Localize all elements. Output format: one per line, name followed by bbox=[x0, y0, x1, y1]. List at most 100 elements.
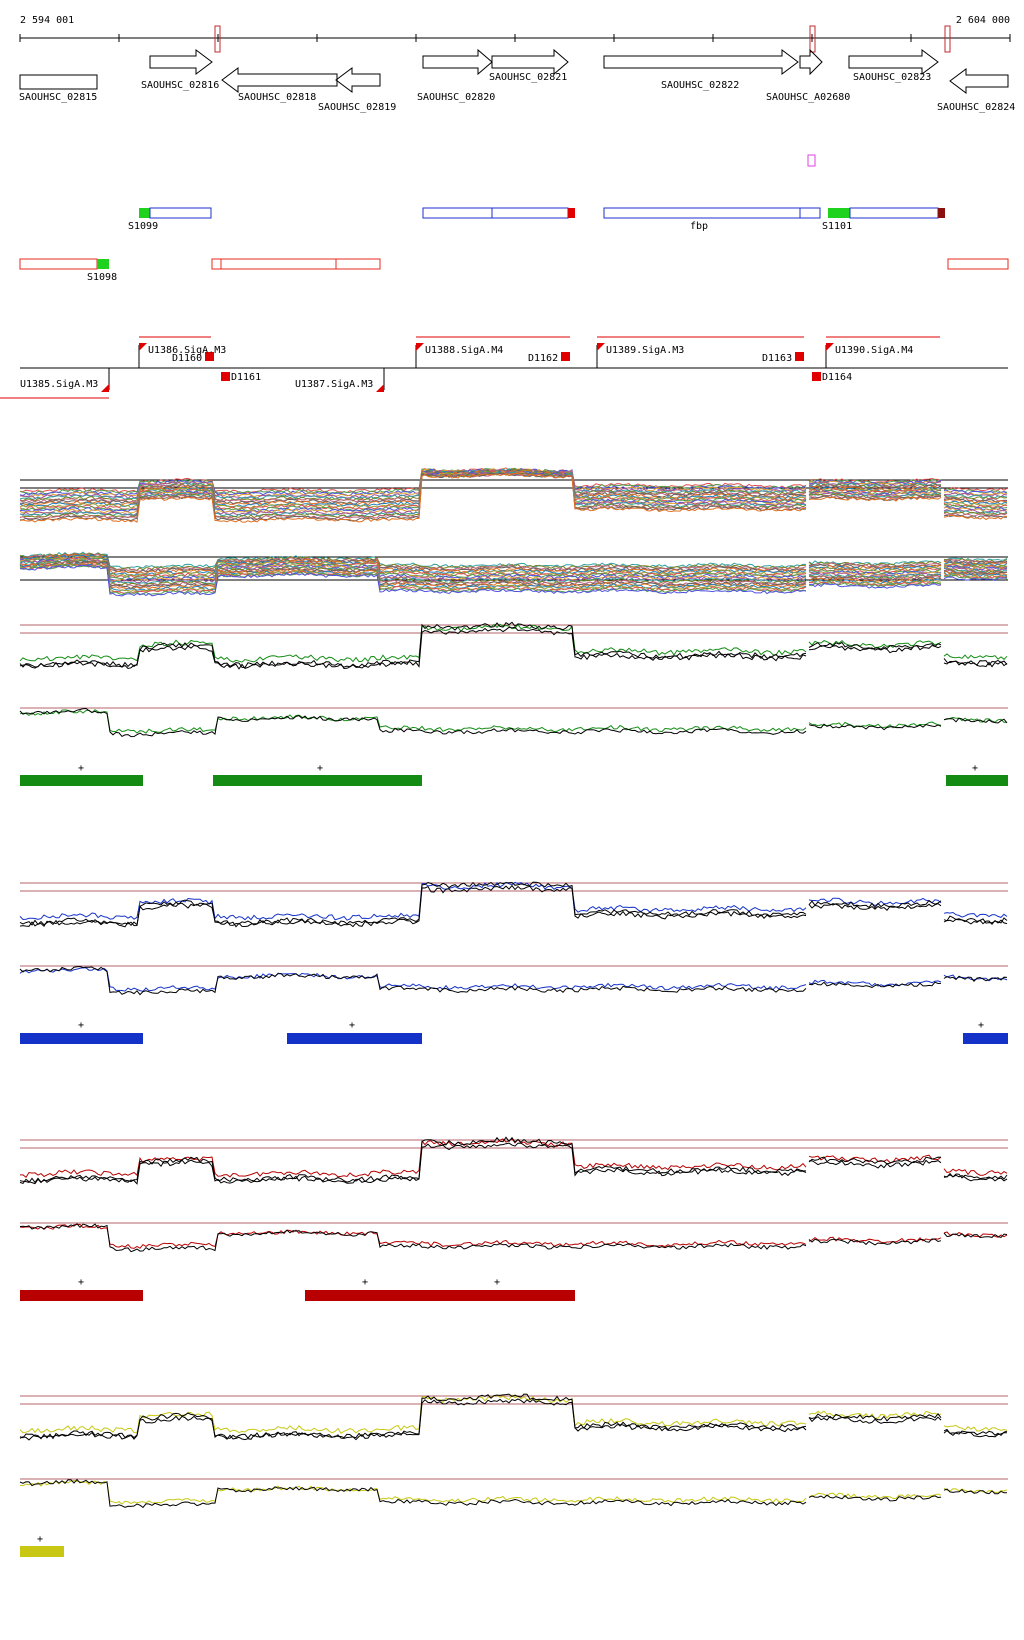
plus-mark: + bbox=[78, 1020, 84, 1031]
forward-profile-colored bbox=[19, 1394, 1008, 1435]
gene-label: SAOUHSC_02820 bbox=[417, 92, 495, 103]
plus-mark: + bbox=[362, 1277, 368, 1288]
plus-mark: + bbox=[317, 763, 323, 774]
transcript-label: fbp bbox=[690, 221, 708, 232]
yellow-condition-track bbox=[19, 1393, 1008, 1509]
multi-sample-profile bbox=[19, 472, 1008, 520]
ruler-ticks bbox=[19, 34, 1011, 42]
gene-label: SAOUHSC_02816 bbox=[141, 80, 219, 91]
reverse-profile-black bbox=[19, 1223, 1008, 1253]
region-marker bbox=[214, 25, 221, 53]
green-segment bbox=[213, 775, 422, 786]
reverse-transcript[interactable] bbox=[19, 258, 98, 270]
transcript-label: S1098 bbox=[87, 272, 117, 283]
start-box bbox=[97, 259, 109, 269]
terminator-label: D1164 bbox=[822, 372, 852, 383]
blue-segment bbox=[963, 1033, 1008, 1044]
end-box bbox=[938, 208, 945, 218]
forward-transcript[interactable] bbox=[849, 207, 939, 219]
multi-sample-profile bbox=[19, 552, 1008, 571]
gene-box-02815[interactable] bbox=[19, 74, 98, 90]
terminator-label: D1161 bbox=[231, 372, 261, 383]
green-segment bbox=[20, 775, 143, 786]
multi-sample-profile bbox=[19, 555, 1008, 577]
gene-label: SAOUHSC_02822 bbox=[661, 80, 739, 91]
blue-condition-track bbox=[19, 881, 1008, 996]
promoter-label: U1390.SigA.M4 bbox=[835, 345, 913, 356]
plus-mark: + bbox=[972, 763, 978, 774]
forward-profile-colored bbox=[19, 623, 1008, 663]
promoter-label: U1386.SigA.M3 bbox=[148, 345, 226, 356]
forward-transcript[interactable] bbox=[422, 207, 569, 219]
gene-arrow-02823[interactable] bbox=[848, 49, 939, 75]
transcript-label: S1099 bbox=[128, 221, 158, 232]
forward-transcript[interactable] bbox=[149, 207, 212, 219]
reverse-transcript[interactable] bbox=[211, 258, 381, 270]
reverse-profile-black bbox=[19, 707, 1008, 738]
forward-profile-black bbox=[19, 881, 1008, 927]
terminator-box bbox=[795, 352, 804, 361]
plus-mark: + bbox=[78, 1277, 84, 1288]
plus-mark: + bbox=[37, 1534, 43, 1545]
gene-arrow-02818[interactable] bbox=[221, 67, 338, 93]
green-segment bbox=[946, 775, 1008, 786]
gene-arrow-02821[interactable] bbox=[491, 48, 569, 76]
red-condition-track bbox=[19, 1136, 1008, 1253]
gene-arrow-a02680[interactable] bbox=[799, 48, 823, 76]
gene-label: SAOUHSC_02818 bbox=[238, 92, 316, 103]
gene-label: SAOUHSC_02819 bbox=[318, 102, 396, 113]
forward-profile-black bbox=[19, 621, 1008, 669]
promoter-label: U1388.SigA.M4 bbox=[425, 345, 503, 356]
promoter-flag bbox=[376, 384, 384, 392]
gene-label: SAOUHSC_02824 bbox=[937, 102, 1015, 113]
transcript-track bbox=[19, 207, 1009, 270]
promoter-flag bbox=[139, 343, 147, 351]
forward-profile-black bbox=[19, 1142, 1008, 1185]
gene-arrow-02819[interactable] bbox=[335, 67, 381, 93]
multi-sample-profile bbox=[19, 473, 1008, 523]
expression-multi-reverse bbox=[19, 551, 1008, 597]
forward-profile-black bbox=[19, 1136, 1008, 1184]
blue-segment bbox=[287, 1033, 422, 1044]
multi-sample-profile bbox=[19, 472, 1008, 519]
green-condition-track bbox=[19, 621, 1008, 738]
reverse-transcript[interactable] bbox=[947, 258, 1009, 270]
region-marker bbox=[944, 25, 951, 53]
gene-arrow-02822[interactable] bbox=[603, 49, 799, 75]
forward-transcript[interactable] bbox=[603, 207, 821, 219]
gene-label: SAOUHSC_A02680 bbox=[766, 92, 850, 103]
forward-profile-black bbox=[19, 884, 1008, 928]
multi-sample-profile bbox=[19, 471, 1008, 514]
plus-mark: + bbox=[349, 1020, 355, 1031]
plus-mark: + bbox=[978, 1020, 984, 1031]
promoter-label: U1387.SigA.M3 bbox=[295, 379, 373, 390]
coordinate-ruler: 2 594 001 2 604 000 bbox=[19, 15, 1011, 53]
feature-marker bbox=[807, 154, 816, 167]
terminator-label: D1163 bbox=[762, 353, 792, 364]
reverse-profile-black bbox=[19, 1478, 1007, 1509]
gene-arrow-02824[interactable] bbox=[949, 68, 1009, 94]
gene-track bbox=[19, 48, 1009, 94]
promoter-label: U1389.SigA.M3 bbox=[606, 345, 684, 356]
multi-sample-profile bbox=[19, 564, 1008, 597]
promoter-flag bbox=[826, 343, 834, 351]
forward-profile-black bbox=[19, 1398, 1008, 1441]
forward-profile-black bbox=[19, 626, 1008, 670]
forward-profile-colored bbox=[20, 1138, 1008, 1179]
promoter-flag bbox=[416, 343, 424, 351]
gene-arrow-02820[interactable] bbox=[422, 48, 493, 76]
gene-arrow-02816[interactable] bbox=[149, 49, 213, 75]
terminator-box bbox=[221, 372, 230, 381]
gene-label: SAOUHSC_02823 bbox=[853, 72, 931, 83]
terminator-box bbox=[205, 352, 214, 361]
transcript-label: S1101 bbox=[822, 221, 852, 232]
plus-mark: + bbox=[494, 1277, 500, 1288]
gene-label: SAOUHSC_02815 bbox=[19, 92, 97, 103]
yellow-segment bbox=[20, 1546, 64, 1557]
promoter-labels: U1386.SigA.M3 U1388.SigA.M4 U1389.SigA.M… bbox=[20, 345, 913, 390]
start-coordinate: 2 594 001 bbox=[20, 15, 74, 26]
blue-segment bbox=[20, 1033, 143, 1044]
start-box bbox=[139, 208, 150, 218]
promoter-label: U1385.SigA.M3 bbox=[20, 379, 98, 390]
